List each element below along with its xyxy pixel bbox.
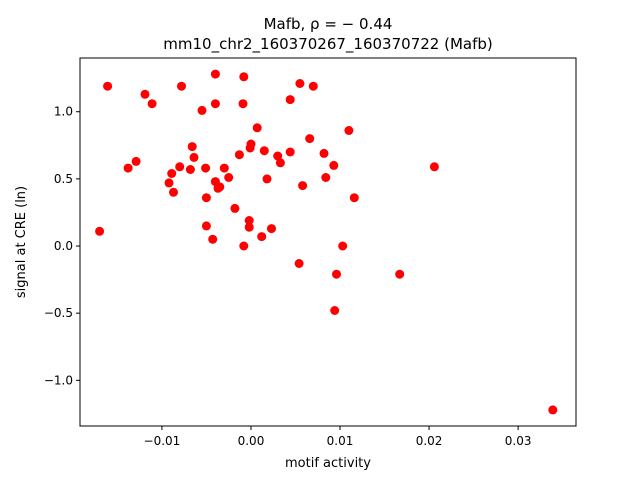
y-tick-label: 0.0	[54, 239, 73, 253]
x-tick-label: −0.01	[144, 434, 181, 448]
y-tick-label: 0.5	[54, 172, 73, 186]
data-point	[197, 105, 207, 115]
data-point	[140, 89, 150, 99]
data-point	[244, 216, 254, 225]
data-point	[285, 147, 295, 157]
data-point	[295, 79, 305, 88]
data-point	[234, 150, 244, 160]
data-point	[147, 99, 157, 109]
data-point	[349, 193, 359, 203]
data-point	[294, 259, 304, 268]
data-point	[208, 234, 218, 244]
x-tick-label: 0.01	[327, 434, 354, 448]
data-point	[239, 241, 249, 251]
data-point	[177, 81, 186, 91]
data-point	[338, 241, 348, 251]
data-point	[185, 165, 195, 174]
data-point	[215, 182, 225, 192]
data-point	[330, 306, 340, 315]
chart-title-line2: mm10_chr2_160370267_160370722 (Mafb)	[163, 35, 492, 54]
data-point	[548, 405, 558, 415]
data-point	[230, 203, 240, 213]
data-point	[189, 152, 199, 162]
data-point	[267, 224, 276, 234]
data-point	[273, 151, 283, 161]
y-tick-label: 1.0	[54, 105, 73, 119]
data-point	[95, 226, 105, 236]
data-point	[308, 81, 318, 91]
data-point	[429, 162, 439, 172]
data-point	[319, 148, 329, 158]
data-point	[201, 163, 211, 173]
data-point	[169, 187, 178, 197]
data-point	[305, 134, 315, 144]
data-point	[224, 173, 234, 182]
data-point	[285, 95, 295, 105]
data-point	[201, 221, 211, 231]
data-point	[246, 139, 256, 149]
data-point	[123, 163, 133, 173]
data-point	[244, 222, 254, 232]
data-point	[257, 232, 267, 242]
data-point	[262, 174, 272, 184]
data-point	[259, 146, 269, 156]
data-point	[201, 193, 211, 203]
data-point	[239, 72, 249, 82]
y-tick-label: −0.5	[44, 306, 73, 320]
data-point	[210, 99, 220, 109]
plot-frame	[79, 57, 577, 427]
data-points	[95, 69, 558, 415]
data-point	[395, 269, 405, 279]
x-tick-label: 0.00	[238, 434, 265, 448]
data-point	[219, 163, 229, 173]
x-tick-label: 0.03	[505, 434, 532, 448]
data-point	[344, 126, 354, 135]
data-point	[332, 269, 341, 279]
data-point	[210, 69, 220, 79]
data-point	[131, 156, 141, 166]
data-point	[175, 162, 185, 172]
y-axis-label: signal at CRE (ln)	[14, 186, 29, 298]
data-point	[103, 81, 113, 91]
data-point	[275, 158, 285, 168]
data-point	[167, 169, 177, 178]
x-axis-ticks: −0.01 0.00 0.01 0.02 0.03	[144, 426, 532, 448]
data-point	[298, 181, 308, 191]
x-tick-label: 0.02	[416, 434, 443, 448]
data-point	[164, 178, 174, 188]
data-point	[187, 142, 197, 152]
y-tick-label: −1.0	[44, 373, 73, 387]
y-axis-ticks: −1.0 −0.5 0.0 0.5 1.0	[44, 105, 80, 387]
data-point	[252, 123, 262, 133]
chart-title-line1: Mafb, ρ = − 0.44	[264, 15, 393, 33]
data-point	[321, 173, 331, 182]
data-point	[329, 160, 339, 170]
data-point	[238, 99, 248, 109]
x-axis-label: motif activity	[285, 456, 371, 471]
